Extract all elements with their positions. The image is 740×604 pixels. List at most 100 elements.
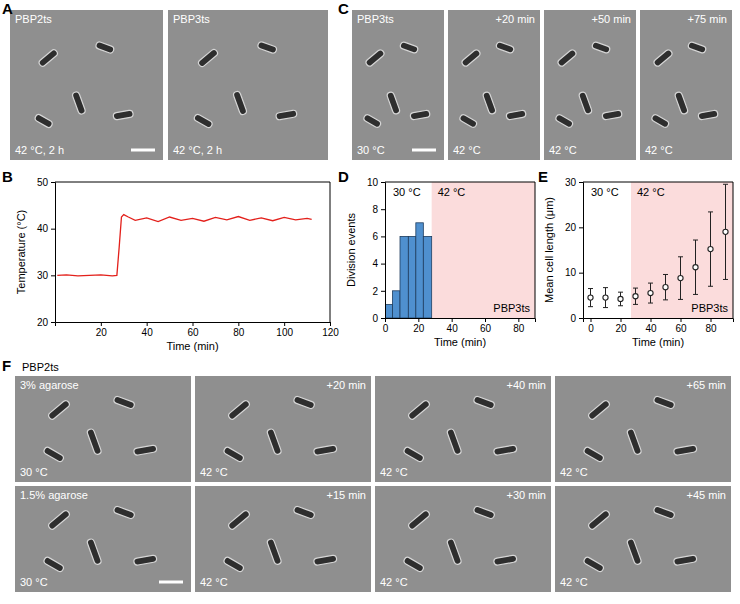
plot-area bbox=[57, 215, 311, 276]
tick-label: 0 bbox=[588, 323, 594, 334]
tick: 80 bbox=[513, 318, 525, 334]
chart: 42 °C30 °CPBP3ts0204060800246810Time (mi… bbox=[345, 177, 536, 348]
cell bbox=[495, 41, 514, 54]
image-background bbox=[195, 486, 371, 592]
cell bbox=[602, 110, 622, 120]
tick-label: 4 bbox=[372, 258, 378, 269]
micrograph: +45 min42 °C bbox=[555, 486, 731, 592]
error-bar bbox=[588, 289, 593, 307]
frame-top bbox=[55, 182, 330, 183]
tick-label: 20 bbox=[96, 327, 108, 338]
cell bbox=[113, 396, 135, 410]
cell bbox=[591, 41, 610, 54]
tick-label: 20 bbox=[565, 222, 577, 233]
image-time: +30 min bbox=[507, 489, 546, 501]
micrograph: +40 min 42 °C bbox=[375, 376, 551, 482]
x-axis-title: Time (min) bbox=[434, 336, 486, 348]
cell bbox=[113, 506, 135, 520]
error-cap bbox=[633, 288, 638, 289]
axis-line bbox=[51, 183, 56, 323]
tick: 40 bbox=[447, 318, 459, 334]
cell bbox=[555, 113, 574, 128]
tick-label: 10 bbox=[367, 177, 379, 188]
image-background bbox=[10, 10, 163, 160]
cell bbox=[506, 110, 526, 120]
tick-mark bbox=[518, 318, 519, 322]
tick: 6 bbox=[372, 231, 385, 242]
error-cap bbox=[588, 288, 593, 289]
bar bbox=[400, 236, 408, 318]
cell bbox=[363, 113, 382, 128]
tick-mark bbox=[452, 318, 453, 322]
point bbox=[693, 265, 698, 270]
tick: 60 bbox=[675, 318, 687, 334]
error-cap bbox=[723, 184, 728, 185]
strain-label: PBP2ts bbox=[22, 361, 59, 373]
image-time: +40 min bbox=[507, 379, 546, 391]
tick: 4 bbox=[372, 258, 385, 269]
tick-mark bbox=[579, 227, 583, 228]
tick-mark bbox=[51, 322, 55, 323]
tick: 8 bbox=[372, 204, 385, 215]
panel-label: B bbox=[2, 168, 13, 185]
tick: 0 bbox=[588, 318, 594, 334]
micrograph: +30 min 42 °C bbox=[375, 486, 551, 592]
image-background bbox=[555, 486, 731, 592]
tick-mark bbox=[579, 318, 583, 319]
image-background bbox=[15, 486, 191, 592]
tick: 40 bbox=[37, 223, 55, 234]
panel-label: C bbox=[338, 0, 349, 17]
error-cap bbox=[588, 306, 593, 307]
cell bbox=[583, 446, 605, 463]
error-bar bbox=[603, 288, 608, 308]
tick-mark bbox=[418, 318, 419, 322]
error-bar bbox=[723, 184, 728, 279]
tick-mark bbox=[579, 182, 583, 183]
panel-label: F bbox=[2, 357, 11, 374]
image-time: +75 min bbox=[688, 13, 727, 25]
image-temperature: 42 °C bbox=[380, 576, 408, 588]
image-temperature: 42 °C bbox=[380, 466, 408, 478]
tick: 20 bbox=[615, 318, 627, 334]
micrograph: +20 min42 °C bbox=[195, 376, 371, 482]
tick: 30 bbox=[565, 177, 583, 188]
tick-mark bbox=[711, 318, 712, 322]
tick-mark bbox=[485, 318, 486, 322]
point bbox=[633, 294, 638, 299]
tick: 0 bbox=[383, 318, 389, 334]
annotation: PBP3ts bbox=[691, 302, 728, 314]
tick: 120 bbox=[322, 322, 339, 338]
point bbox=[723, 229, 728, 234]
tick: 40 bbox=[645, 318, 657, 334]
point bbox=[663, 285, 668, 290]
tick-label: 6 bbox=[372, 231, 378, 242]
micrograph: PBP3ts42 °C, 2 h bbox=[168, 10, 328, 160]
error-bar bbox=[693, 240, 698, 294]
tick-mark bbox=[147, 322, 148, 326]
tick: 20 bbox=[565, 222, 583, 233]
tick-label: 60 bbox=[675, 323, 687, 334]
cell bbox=[493, 445, 517, 456]
tick: 100 bbox=[276, 322, 293, 338]
point bbox=[708, 246, 713, 251]
image-background bbox=[544, 10, 636, 160]
cell bbox=[473, 396, 495, 410]
image-temperature: 42 °C, 2 h bbox=[173, 144, 222, 156]
cell bbox=[313, 445, 337, 456]
image-label: PBP2ts bbox=[15, 13, 52, 25]
tick-mark bbox=[579, 273, 583, 274]
image-background bbox=[448, 10, 540, 160]
cell bbox=[223, 446, 245, 463]
error-cap bbox=[603, 307, 608, 308]
cell bbox=[482, 91, 496, 115]
tick-mark bbox=[330, 322, 331, 326]
scale-bar bbox=[412, 149, 436, 152]
tick-label: 8 bbox=[372, 204, 378, 215]
image-time: +50 min bbox=[592, 13, 631, 25]
panel-label: A bbox=[2, 0, 13, 17]
cell bbox=[266, 428, 282, 455]
image-temperature: 42 °C bbox=[645, 144, 673, 156]
frame-right bbox=[330, 182, 331, 322]
tick-label: 40 bbox=[37, 223, 49, 234]
image-time: +65 min bbox=[687, 379, 726, 391]
